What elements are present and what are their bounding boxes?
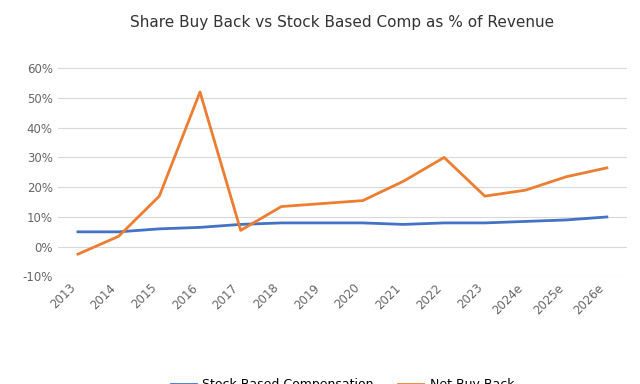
Line: Net Buy Back: Net Buy Back	[78, 92, 607, 254]
Stock-Based Compensation	[481, 220, 489, 225]
Net Buy Back	[74, 252, 82, 257]
Stock-Based Compensation	[522, 219, 529, 224]
Title: Share Buy Back vs Stock Based Comp as % of Revenue: Share Buy Back vs Stock Based Comp as % …	[131, 15, 554, 30]
Stock-Based Compensation	[440, 220, 448, 225]
Net Buy Back	[440, 155, 448, 160]
Line: Stock-Based Compensation: Stock-Based Compensation	[78, 217, 607, 232]
Net Buy Back	[196, 89, 204, 94]
Stock-Based Compensation	[156, 227, 163, 231]
Stock-Based Compensation	[603, 215, 611, 219]
Stock-Based Compensation	[278, 220, 285, 225]
Net Buy Back	[399, 179, 407, 184]
Stock-Based Compensation	[399, 222, 407, 227]
Net Buy Back	[522, 188, 529, 192]
Stock-Based Compensation	[237, 222, 244, 227]
Stock-Based Compensation	[196, 225, 204, 230]
Stock-Based Compensation	[359, 220, 367, 225]
Net Buy Back	[156, 194, 163, 199]
Stock-Based Compensation	[74, 230, 82, 234]
Net Buy Back	[115, 234, 122, 238]
Net Buy Back	[359, 198, 367, 203]
Net Buy Back	[278, 204, 285, 209]
Net Buy Back	[318, 201, 326, 206]
Legend: Stock-Based Compensation, Net Buy Back: Stock-Based Compensation, Net Buy Back	[166, 373, 519, 384]
Stock-Based Compensation	[563, 218, 570, 222]
Net Buy Back	[237, 228, 244, 233]
Stock-Based Compensation	[318, 220, 326, 225]
Net Buy Back	[481, 194, 489, 199]
Stock-Based Compensation	[115, 230, 122, 234]
Net Buy Back	[603, 166, 611, 170]
Net Buy Back	[563, 174, 570, 179]
